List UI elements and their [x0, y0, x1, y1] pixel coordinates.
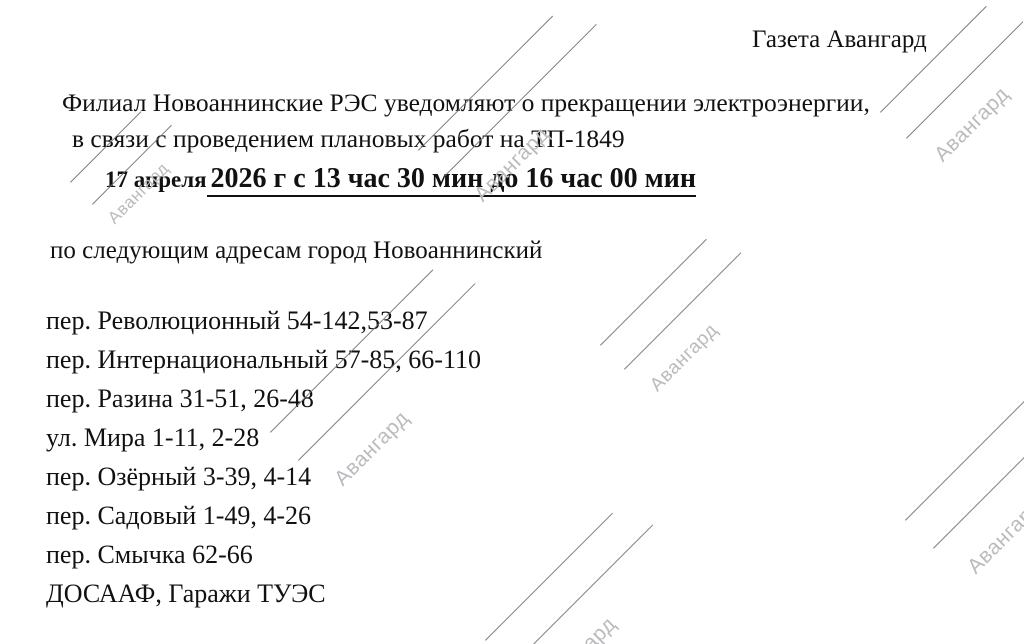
address-item: ул. Мира 1-11, 2-28 [46, 423, 260, 452]
outage-date-details: 2026 г с 13 час 30 мин до 16 час 00 мин [206, 163, 696, 197]
address-item: пер. Озёрный 3-39, 4-14 [46, 462, 312, 491]
address-item: пер. Садовый 1-49, 4-26 [46, 501, 312, 530]
address-intro-line: по следующим адресам город Новоаннинский [50, 237, 543, 264]
outage-date-day: 17 апреля [105, 167, 207, 192]
address-item: пер. Разина 31-51, 26-48 [46, 384, 314, 413]
notice-line-1: Филиал Новоаннинские РЭС уведомляют о пр… [62, 88, 870, 117]
address-item: пер. Смычка 62-66 [46, 540, 253, 569]
address-list: пер. Революционный 54-142,53-87 пер. Инте… [46, 301, 481, 613]
address-item: пер. Интернациональный 57-85, 66-110 [46, 345, 481, 374]
address-item: ДОСААФ, Гаражи ТУЭС [46, 579, 326, 608]
outage-date-line: 17 апреля 2026 г с 13 час 30 мин до 16 ча… [105, 163, 696, 197]
masthead-title: Газета Авангард [752, 26, 927, 53]
notice-line-2: в связи с проведением плановых работ на … [72, 124, 625, 153]
address-item: пер. Революционный 54-142,53-87 [46, 306, 428, 335]
